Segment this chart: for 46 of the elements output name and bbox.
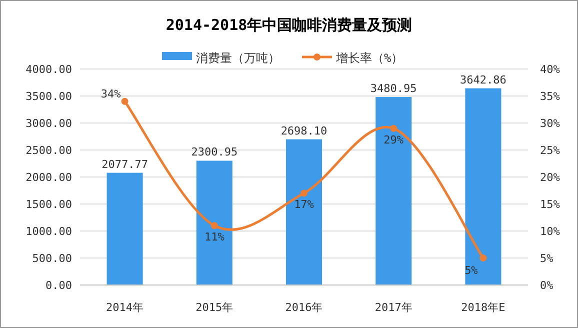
point (210, 222, 218, 230)
data-label: 34% (100, 87, 122, 100)
data-label: 2077.77 (102, 158, 148, 171)
y2-tick-label: 5% (540, 252, 554, 265)
data-label: 3480.95 (370, 82, 417, 96)
data-label: 5% (464, 264, 478, 277)
x-tick-label: 2015年 (196, 301, 234, 314)
point (480, 254, 487, 262)
x-tick-label: 2016年 (285, 301, 323, 314)
data-label: 2300.95 (191, 146, 238, 159)
x-tick-label: 2017年 (374, 301, 412, 314)
point (390, 124, 398, 132)
bar (376, 97, 412, 285)
bar (465, 88, 502, 285)
y2-tick-label: 0% (540, 279, 554, 292)
y-tick-label: 1000.00 (26, 225, 72, 238)
bar (196, 160, 232, 285)
x-tick-label: 2018年E (461, 301, 506, 314)
legend-label: 增长率（%） (335, 51, 404, 65)
data-label: 17% (294, 198, 314, 212)
y2-tick-label: 30% (540, 117, 560, 130)
point (300, 190, 308, 197)
bar (286, 139, 322, 285)
y-tick-label: 2000.00 (26, 171, 72, 184)
legend-label: 消费量（万吨） (196, 51, 280, 65)
y-tick-label: 0.00 (46, 279, 72, 292)
y-tick-label: 3500.00 (26, 90, 72, 103)
y2-tick-label: 25% (540, 144, 560, 157)
x-tick-label: 2014年 (106, 301, 144, 314)
y2-tick-label: 20% (540, 171, 560, 184)
y-tick-label: 1500.00 (26, 198, 72, 211)
y2-tick-label: 10% (540, 225, 560, 238)
data-label: 11% (204, 230, 225, 244)
chart-title: 2014-2018年中国咖啡消费量及预测 (166, 16, 412, 34)
y-tick-label: 3000.00 (26, 117, 72, 130)
point (121, 98, 128, 105)
y-tick-label: 4000.00 (26, 63, 72, 76)
data-label: 29% (384, 133, 404, 146)
y2-tick-label: 35% (540, 90, 560, 103)
bar (106, 172, 143, 285)
data-label: 3642.86 (460, 73, 506, 86)
y2-tick-label: 15% (540, 198, 560, 211)
y-tick-label: 2500.00 (26, 144, 72, 157)
y-tick-label: 500.00 (32, 252, 72, 265)
y2-tick-label: 40% (540, 63, 560, 76)
data-label: 2698.10 (280, 124, 328, 138)
